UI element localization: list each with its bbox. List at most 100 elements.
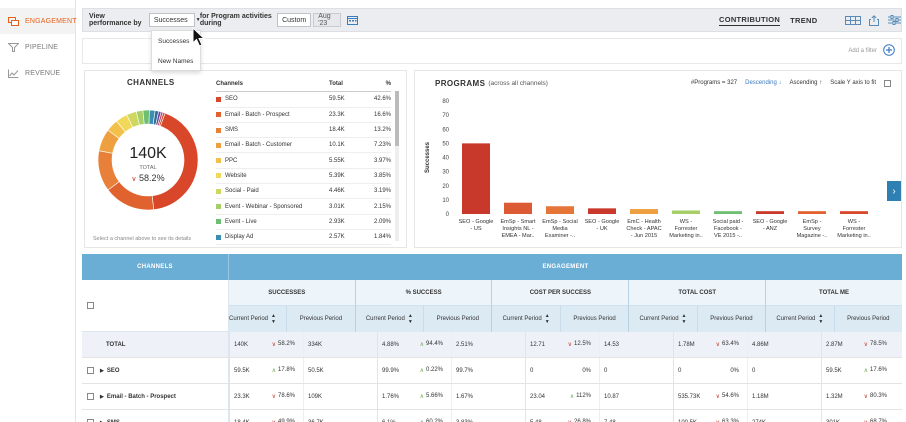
- donut-change: ∨ 58.2%: [93, 173, 203, 183]
- channel-swatch: [216, 127, 221, 133]
- cell-change: ∨ 78.6%: [272, 393, 295, 400]
- channel-name: SEO: [216, 96, 329, 102]
- nav-item-pipeline[interactable]: PIPELINE: [0, 34, 75, 60]
- program-bar[interactable]: [504, 202, 532, 214]
- sort-ascending-button[interactable]: Ascending ↑: [789, 80, 822, 86]
- caret-right-icon[interactable]: ▶: [100, 367, 104, 374]
- channel-row[interactable]: Event - Live 2.93K 2.09%: [216, 215, 391, 230]
- x-tick-label: Facebook -: [714, 226, 742, 232]
- table-row[interactable]: TOTAL 140K ∨ 58.2% 334K 4.88% ∧ 94.4% 2.51% 12.71…: [82, 332, 902, 358]
- previous-value-cell: 36.7K: [303, 410, 377, 422]
- cell-change-value: 58.2%: [277, 341, 295, 347]
- cell-change-value: 63.3%: [721, 419, 739, 422]
- nav-item-revenue[interactable]: REVENUE: [0, 60, 75, 86]
- cell-change: ∨ 54.6%: [716, 393, 739, 400]
- dropdown-option-new-names[interactable]: New Names: [158, 57, 194, 65]
- scrollbar-thumb[interactable]: [395, 91, 399, 146]
- table-row[interactable]: ▶SMS18.4K∨49.9%36.7K6.1%∧60.2%3.83%5.48∨…: [82, 410, 902, 422]
- previous-period-header[interactable]: Previous Period: [423, 306, 492, 332]
- scale-y-checkbox[interactable]: [884, 79, 891, 87]
- settings-sliders-icon[interactable]: [887, 14, 901, 26]
- cell-change: 0%: [730, 368, 739, 374]
- view-by-select[interactable]: Successes ▼: [148, 13, 201, 27]
- arrow-down-icon: ∨: [863, 394, 868, 400]
- donut-slice[interactable]: [107, 181, 155, 211]
- channel-label: Display Ad: [225, 234, 254, 241]
- table-row[interactable]: ▶ SEO 59.5K ∧ 17.8% 50.5K 99.9% ∧ 0.22% 99.7% 0 0% 0…: [82, 358, 902, 384]
- row-channel-cell: ▶ Email - Batch - Prospect: [82, 384, 229, 409]
- previous-period-header[interactable]: Previous Period: [833, 306, 902, 332]
- channel-row[interactable]: SMS 18.4K 13.2%: [216, 123, 391, 139]
- channel-row[interactable]: PPC 5.55K 3.97%: [216, 153, 391, 169]
- current-period-header[interactable]: Current Period ▲ ▼: [628, 306, 697, 332]
- nav-item-engagement[interactable]: ENGAGEMENT: [0, 8, 77, 34]
- channels-scrollbar[interactable]: [395, 91, 399, 241]
- dropdown-option-successes[interactable]: Successes: [158, 37, 190, 45]
- cell-change-value: 26.8%: [573, 419, 591, 422]
- row-checkbox[interactable]: [87, 393, 94, 400]
- previous-value-cell: 50.5K: [303, 358, 377, 383]
- program-bar[interactable]: [714, 211, 742, 214]
- table-row[interactable]: ▶ Email - Batch - Prospect 23.3K ∨ 78.6% 109K…: [82, 384, 902, 410]
- calendar-icon[interactable]: [345, 14, 359, 26]
- program-bar[interactable]: [546, 206, 574, 214]
- channel-row[interactable]: Display Ad 2.57K 1.84%: [216, 230, 391, 246]
- sort-descending-button[interactable]: Descending ↓: [745, 80, 781, 86]
- select-all-checkbox[interactable]: [87, 302, 94, 309]
- channel-row[interactable]: SEO 59.5K 42.6%: [216, 92, 391, 108]
- program-bar[interactable]: [588, 208, 616, 214]
- channel-swatch: [216, 158, 221, 164]
- previous-period-header[interactable]: Previous Period: [559, 306, 629, 332]
- previous-value-cell: 2.51%: [451, 332, 525, 357]
- previous-period-header[interactable]: Previous Period: [286, 306, 355, 332]
- channel-row[interactable]: Social - Paid 4.46K 3.19%: [216, 184, 391, 200]
- arrow-up-icon: ∧: [419, 368, 424, 374]
- channel-row[interactable]: Email - Batch - Customer 10.1K 7.23%: [216, 138, 391, 154]
- row-checkbox[interactable]: [87, 367, 94, 374]
- program-bar[interactable]: [672, 210, 700, 214]
- channel-row[interactable]: Email - Batch - Prospect 23.3K 16.6%: [216, 108, 391, 123]
- sort-icon[interactable]: ▲ ▼: [544, 313, 550, 325]
- range-type-button[interactable]: Custom: [277, 13, 312, 27]
- tab-contribution[interactable]: CONTRIBUTION: [718, 14, 781, 26]
- chart-next-button[interactable]: ›: [887, 181, 901, 201]
- cell-value: 334K: [308, 341, 323, 348]
- program-bar[interactable]: [630, 209, 658, 214]
- cell-value: 5.48: [530, 420, 542, 422]
- caret-right-icon[interactable]: ▶: [100, 393, 104, 400]
- channel-name: Display Ad: [216, 234, 329, 240]
- cell-change-value: 0.22%: [425, 367, 443, 373]
- sort-icon[interactable]: ▲ ▼: [818, 313, 824, 325]
- sort-icon[interactable]: ▲ ▼: [271, 313, 276, 325]
- program-bar[interactable]: [840, 211, 868, 214]
- row-checkbox[interactable]: [87, 419, 94, 422]
- cell-value: 1.18M: [752, 393, 769, 400]
- program-bar[interactable]: [462, 143, 490, 214]
- channel-row[interactable]: Website 5.39K 3.85%: [216, 169, 391, 185]
- table-view-icon[interactable]: [845, 14, 862, 26]
- previous-period-header[interactable]: Previous Period: [696, 306, 766, 332]
- program-bar[interactable]: [798, 211, 826, 214]
- programs-panel: PROGRAMS (across all channels) #Programs…: [414, 70, 902, 248]
- channel-row[interactable]: Event - Webinar - Sponsored 3.01K 2.15%: [216, 199, 391, 215]
- add-filter-icon[interactable]: [883, 44, 895, 58]
- cell-value: 99.9%: [382, 367, 400, 374]
- x-tick-label: VE 2015 -..: [714, 233, 742, 239]
- current-period-header[interactable]: Current Period ▲ ▼: [354, 306, 424, 332]
- channels-donut[interactable]: [93, 105, 203, 215]
- sort-icon[interactable]: ▲ ▼: [407, 313, 413, 325]
- table-header-row-3: Current Period ▲ ▼ Previous Period Current P…: [82, 306, 902, 332]
- current-period-header[interactable]: Current Period ▲ ▼: [491, 306, 560, 332]
- caret-right-icon[interactable]: ▶: [100, 420, 104, 422]
- donut-slice[interactable]: [158, 111, 166, 127]
- current-period-header[interactable]: Current Period ▲ ▼: [217, 306, 287, 332]
- row-name: SEO: [106, 367, 120, 374]
- program-bar[interactable]: [756, 211, 784, 214]
- sort-icon[interactable]: ▲ ▼: [681, 313, 687, 325]
- donut-slice[interactable]: [142, 109, 150, 125]
- channel-label: Event - Live: [225, 218, 257, 225]
- tab-trend[interactable]: TREND: [790, 15, 818, 25]
- current-period-header[interactable]: Current Period ▲ ▼: [765, 306, 834, 332]
- share-icon[interactable]: [867, 14, 881, 26]
- range-date-field[interactable]: Aug '23: [313, 13, 342, 27]
